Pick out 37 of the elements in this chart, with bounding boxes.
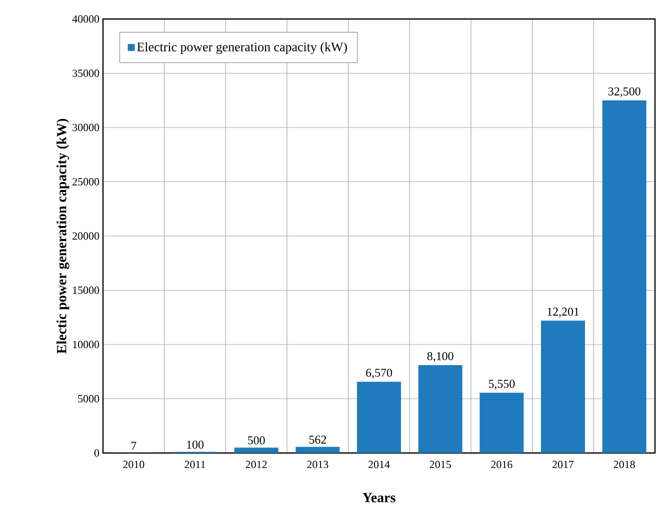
y-tick-label: 10000: [73, 340, 100, 348]
legend-label: Electric power generation capacity (kW): [137, 42, 347, 54]
bar: [602, 100, 646, 453]
data-label: 5,550: [488, 380, 515, 390]
x-tick-label: 2014: [368, 460, 390, 468]
y-tick-label: 20000: [72, 232, 100, 240]
x-tick-label: 2012: [246, 460, 267, 468]
bar: [418, 365, 462, 453]
bar: [296, 446, 340, 453]
y-tick-label: 5000: [78, 395, 100, 402]
data-label: 6,570: [366, 368, 392, 379]
x-tick-label: 2010: [123, 460, 144, 468]
data-label: 562: [309, 436, 326, 444]
y-tick-label: 25000: [72, 178, 100, 186]
y-tick-label: 30000: [72, 124, 100, 132]
y-tick-label: 35000: [72, 70, 100, 77]
x-tick-label: 2016: [491, 460, 512, 468]
data-label: 32,500: [608, 87, 640, 98]
x-tick-label: 2017: [552, 460, 574, 468]
x-tick-label: 2011: [184, 460, 206, 468]
data-label: 500: [248, 436, 265, 444]
data-label: 7: [131, 442, 136, 450]
y-tick-label: 15000: [73, 286, 100, 294]
x-tick-label: 2018: [614, 460, 635, 468]
data-label: 8,100: [427, 352, 454, 362]
x-tick-label: 2013: [307, 460, 328, 468]
x-axis-title: Years: [362, 493, 396, 502]
bar: [357, 382, 402, 453]
y-tick-label: 40000: [72, 15, 100, 23]
y-axis-title: Electic power generation capacity (kW): [56, 118, 70, 354]
bar: [541, 320, 586, 453]
bar: [480, 392, 524, 453]
x-tick-label: 2015: [430, 460, 451, 468]
data-label: 12,201: [548, 308, 579, 318]
y-tick-label: 0: [94, 449, 100, 457]
bar: [234, 448, 278, 453]
data-label: 100: [187, 440, 204, 449]
